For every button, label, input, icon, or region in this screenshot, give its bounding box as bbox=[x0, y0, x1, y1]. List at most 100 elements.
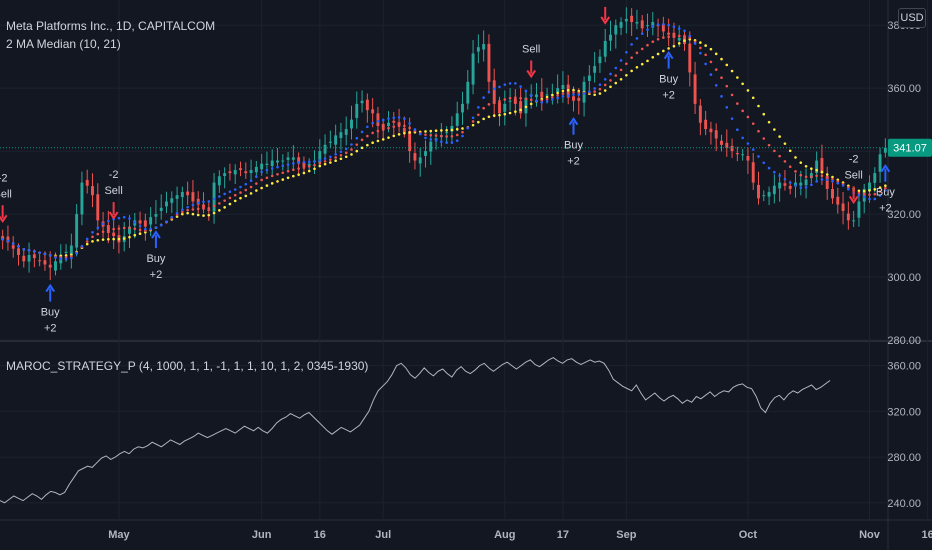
ma-fast-dot bbox=[339, 150, 343, 154]
ma-fast-dot bbox=[683, 29, 686, 33]
ma-mid-dot bbox=[355, 143, 359, 146]
candle-body bbox=[281, 160, 285, 162]
candle-body bbox=[836, 196, 840, 205]
indicator-label[interactable]: 2 MA Median (10, 21) bbox=[6, 37, 121, 51]
ma-slow-dot bbox=[138, 232, 142, 236]
ma-fast-dot bbox=[144, 227, 147, 231]
last-price-badge[interactable] bbox=[888, 138, 932, 157]
ma-fast-dot bbox=[64, 257, 68, 261]
ma-mid-dot bbox=[884, 186, 887, 190]
ma-mid-dot bbox=[440, 134, 443, 138]
price-tick-label: 320.00 bbox=[887, 209, 921, 221]
strategy-plot[interactable] bbox=[0, 357, 831, 504]
ma-mid-dot bbox=[699, 46, 702, 50]
ma-slow-dot bbox=[265, 184, 269, 187]
ma-fast-dot bbox=[186, 205, 189, 209]
ma-slow-dot bbox=[339, 157, 343, 161]
ma-fast-dot bbox=[260, 170, 263, 174]
ma-slow-dot bbox=[508, 111, 512, 115]
candle-body bbox=[32, 254, 36, 259]
ma-slow-dot bbox=[783, 142, 787, 145]
ma-mid-dot bbox=[101, 230, 105, 234]
ma-fast-dot bbox=[603, 78, 607, 81]
ma-fast-dot bbox=[677, 27, 681, 30]
ma-slow-dot bbox=[329, 161, 332, 164]
candle-body bbox=[757, 184, 760, 199]
ma-slow-dot bbox=[85, 242, 89, 246]
ma-mid-dot bbox=[878, 190, 882, 193]
ma-fast-dot bbox=[281, 164, 285, 168]
ma-slow-dot bbox=[403, 131, 406, 135]
ma-fast-dot bbox=[276, 165, 279, 169]
time-tick-label: Jul bbox=[375, 529, 391, 541]
candle-body bbox=[609, 34, 612, 41]
ma-fast-dot bbox=[117, 216, 121, 220]
ma-slow-dot bbox=[662, 49, 665, 53]
ma-slow-dot bbox=[323, 162, 327, 166]
ma-fast-dot bbox=[699, 51, 702, 55]
ma-slow-dot bbox=[778, 135, 781, 138]
ma-slow-dot bbox=[762, 112, 766, 116]
ma-mid-dot bbox=[244, 188, 248, 192]
price-axis[interactable]: 380.00360.00340.00320.00300.00280.00360.… bbox=[887, 20, 932, 510]
time-tick-label: Jun bbox=[252, 529, 272, 541]
ma-fast-dot bbox=[725, 106, 729, 109]
buy-label-text: Buy bbox=[41, 307, 60, 319]
ma-fast-dot bbox=[693, 42, 697, 45]
candle-body bbox=[80, 182, 84, 215]
ma-mid-dot bbox=[862, 192, 866, 196]
ma-slow-dot bbox=[646, 59, 649, 63]
ma-mid-dot bbox=[117, 227, 121, 230]
ma-slow-dot bbox=[101, 238, 105, 241]
ma-slow-dot bbox=[117, 237, 121, 241]
candle-body bbox=[429, 141, 433, 152]
ma-fast-dot bbox=[128, 217, 131, 220]
candle-body bbox=[825, 175, 829, 189]
ma-fast-dot bbox=[403, 117, 406, 120]
candle-body bbox=[254, 166, 258, 173]
price-plot[interactable] bbox=[0, 7, 888, 281]
ma-fast-dot bbox=[360, 130, 364, 134]
ma-slow-dot bbox=[334, 159, 337, 163]
candle-body bbox=[202, 204, 205, 208]
strategy-label[interactable]: MAROC_STRATEGY_P (4, 1000, 1, 1, -1, 1, … bbox=[6, 359, 369, 373]
ma-slow-dot bbox=[482, 117, 485, 121]
ma-mid-dot bbox=[249, 185, 253, 189]
candle-body bbox=[408, 131, 412, 152]
ma-mid-dot bbox=[429, 133, 433, 137]
ma-fast-dot bbox=[170, 215, 174, 219]
ma-mid-dot bbox=[128, 226, 131, 230]
ma-slow-dot bbox=[286, 176, 290, 180]
candle-body bbox=[260, 163, 264, 170]
currency-button[interactable]: USD bbox=[898, 8, 926, 28]
candle-body bbox=[466, 81, 470, 104]
ma-slow-dot bbox=[714, 52, 718, 56]
ma-fast-dot bbox=[482, 96, 485, 99]
ma-mid-dot bbox=[831, 177, 834, 181]
candle-body bbox=[688, 43, 692, 73]
ma-mid-dot bbox=[403, 124, 406, 128]
ma-fast-dot bbox=[799, 186, 803, 189]
ma-mid-dot bbox=[572, 90, 575, 94]
ma-mid-dot bbox=[519, 96, 522, 100]
ma-slow-dot bbox=[355, 149, 359, 153]
ma-fast-dot bbox=[43, 252, 47, 256]
ma-fast-dot bbox=[762, 161, 766, 165]
ma-mid-dot bbox=[725, 84, 729, 88]
sell-label-text: Sell bbox=[596, 0, 614, 2]
ma-mid-dot bbox=[788, 165, 792, 169]
ma-fast-dot bbox=[165, 220, 168, 223]
symbol-title[interactable]: Meta Platforms Inc., 1D, CAPITALCOM bbox=[6, 19, 216, 33]
ma-slow-dot bbox=[603, 89, 607, 92]
ma-mid-dot bbox=[223, 199, 226, 202]
ma-fast-dot bbox=[778, 174, 781, 177]
ma-mid-dot bbox=[825, 175, 829, 179]
ma-slow-dot bbox=[820, 170, 824, 174]
ma-fast-dot bbox=[101, 222, 105, 226]
candle-body bbox=[249, 170, 253, 174]
time-tick-label: Sep bbox=[616, 529, 636, 541]
ma-slow-dot bbox=[498, 113, 501, 117]
time-axis[interactable]: May Jun 16 Jul Aug 17 Sep Oct Nov 16 bbox=[108, 529, 932, 541]
ma-fast-dot bbox=[572, 93, 575, 96]
